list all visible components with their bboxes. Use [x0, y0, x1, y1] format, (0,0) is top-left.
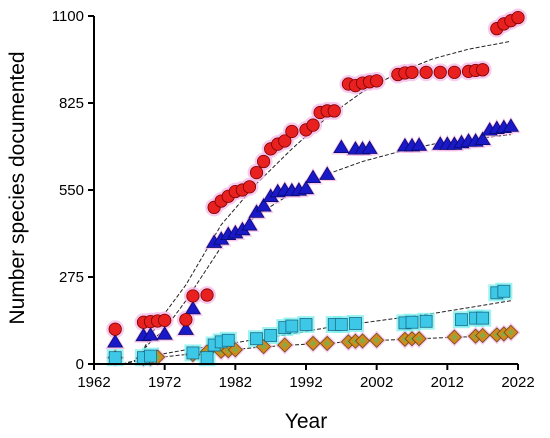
x-tick-label: 1972 [148, 374, 181, 391]
data-point [333, 139, 350, 153]
y-tick-label: 550 [59, 182, 84, 199]
data-point [108, 322, 122, 336]
data-point [107, 334, 124, 348]
data-point [305, 169, 322, 183]
data-point [179, 313, 193, 327]
x-tick-label: 2012 [431, 374, 464, 391]
data-point [299, 318, 313, 331]
x-tick-label: 2022 [501, 374, 534, 391]
data-point [108, 351, 122, 365]
y-tick-label: 825 [59, 95, 84, 112]
data-point [242, 180, 257, 194]
data-point [476, 311, 490, 325]
data-point [158, 313, 172, 327]
x-tick-label: 1982 [219, 374, 252, 391]
data-point [419, 314, 433, 328]
data-point [221, 333, 235, 347]
data-point [144, 349, 157, 363]
y-tick-label: 1100 [52, 8, 84, 25]
data-point-inner [415, 335, 423, 342]
axes: 0 275 550 825 1100 1962 1972 1982 1992 2002 2012 20… [52, 8, 535, 391]
data-point [200, 288, 214, 302]
data-point [256, 154, 271, 169]
data-point-inner [232, 346, 239, 353]
data-point [142, 327, 159, 341]
data-point [419, 65, 433, 79]
data-point-inner [225, 347, 232, 354]
x-tick-label: 2002 [360, 374, 393, 391]
data-point [264, 329, 278, 342]
data-point [447, 65, 461, 79]
data-point [297, 180, 315, 195]
data-point [285, 319, 299, 333]
data-point [405, 65, 419, 79]
data-point-inner [373, 337, 380, 344]
data-point-inner [309, 340, 317, 347]
data-point [361, 140, 378, 154]
data-point [433, 65, 447, 79]
data-point [502, 118, 519, 132]
data-point [511, 10, 525, 25]
data-point [200, 351, 214, 365]
data-point [285, 124, 299, 139]
data-point [241, 217, 258, 231]
data-point [474, 131, 491, 146]
data-point-inner [324, 340, 331, 347]
data-point [186, 289, 200, 303]
y-axis-title: Number species documented [6, 51, 29, 324]
x-axis-title: Year [285, 410, 327, 433]
y-tick-label: 0 [76, 356, 84, 373]
data-point [249, 166, 264, 180]
trend-curve [122, 300, 511, 365]
data-point [349, 317, 362, 330]
data-point-inner [359, 337, 366, 345]
x-tick-label: 1962 [77, 374, 110, 391]
data-point [411, 137, 428, 151]
data-point [177, 321, 194, 335]
data-point [476, 63, 490, 77]
data-point [156, 326, 173, 340]
data-point [255, 198, 272, 212]
data-point-inner [451, 333, 458, 341]
data-point [405, 315, 419, 329]
data-point [184, 300, 201, 315]
data-point [186, 346, 200, 360]
x-tick-label: 1992 [289, 374, 322, 391]
data-point [455, 313, 468, 327]
data-points [105, 8, 527, 368]
y-tick-label: 275 [59, 269, 84, 286]
data-point [327, 104, 341, 118]
data-point [319, 166, 336, 180]
data-point [497, 284, 511, 298]
data-point [370, 74, 384, 88]
trend-curve [135, 40, 511, 365]
data-point-inner [507, 329, 515, 336]
data-point-inner [479, 332, 486, 339]
data-point [250, 332, 263, 346]
data-point [278, 134, 292, 148]
data-point [306, 118, 320, 132]
data-point-inner [281, 341, 288, 349]
data-point [334, 318, 348, 331]
